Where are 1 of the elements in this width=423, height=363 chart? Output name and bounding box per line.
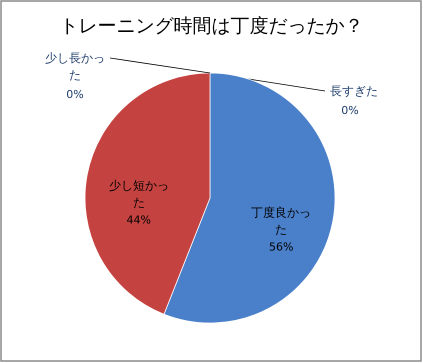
chart-title: トレーニング時間は丁度だったか？ bbox=[60, 15, 364, 37]
